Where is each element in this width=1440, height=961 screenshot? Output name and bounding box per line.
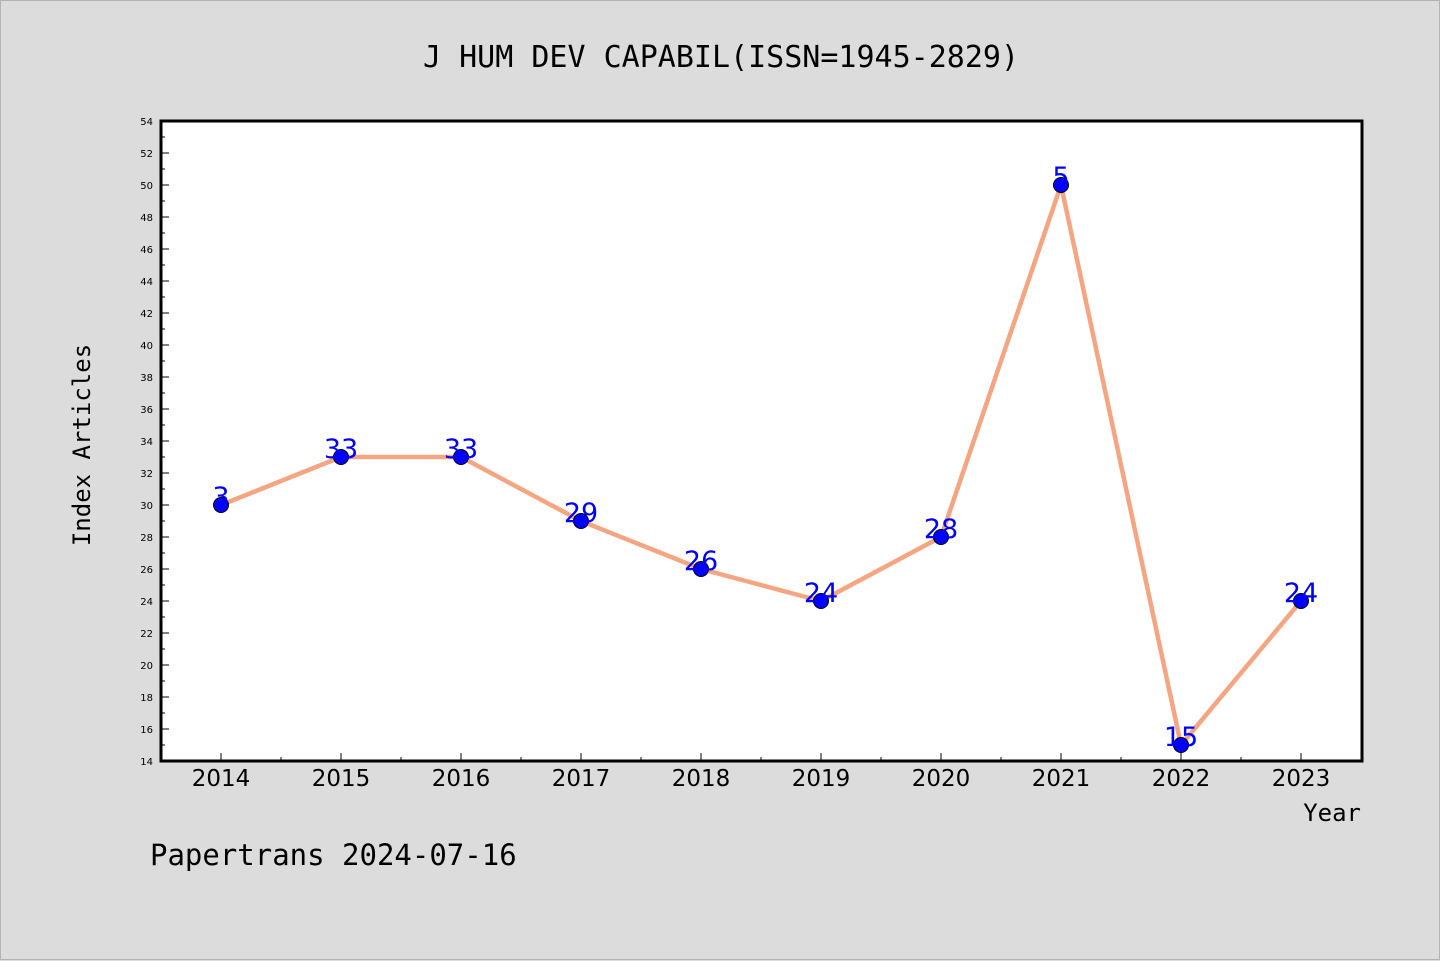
chart-title: J HUM DEV CAPABIL(ISSN=1945-2829) xyxy=(423,40,1019,75)
y-tick-label: 46 xyxy=(140,245,153,256)
x-tick-label: 2021 xyxy=(1032,766,1091,792)
y-tick-label: 18 xyxy=(140,693,153,704)
footer-credit: Papertrans 2024-07-16 xyxy=(150,838,517,872)
series-line xyxy=(220,182,1303,748)
data-point xyxy=(573,513,589,529)
data-point xyxy=(1173,737,1189,753)
x-tick-label: 2016 xyxy=(432,766,491,792)
data-label: 3 xyxy=(212,482,229,513)
data-point xyxy=(213,497,229,513)
data-label: 15 xyxy=(1164,722,1198,753)
y-tick-label: 48 xyxy=(140,213,153,224)
y-tick-label: 20 xyxy=(140,661,153,672)
x-tick-label: 2017 xyxy=(552,766,611,792)
x-tick-label: 2018 xyxy=(672,766,731,792)
data-label: 29 xyxy=(564,498,598,529)
y-tick-label: 52 xyxy=(140,149,153,160)
y-tick-label: 28 xyxy=(140,533,153,544)
y-axis-label: Index Articles xyxy=(68,344,96,546)
y-tick-label: 14 xyxy=(140,757,153,768)
y-tick-label: 36 xyxy=(140,405,153,416)
data-point xyxy=(453,449,469,465)
series-markers xyxy=(213,177,1309,753)
data-point xyxy=(693,561,709,577)
y-tick-label: 24 xyxy=(140,597,153,608)
data-label: 24 xyxy=(804,578,838,609)
x-tick-label: 2020 xyxy=(912,766,971,792)
y-tick-label: 16 xyxy=(140,725,153,736)
x-axis: 2014 2015 2016 2017 2018 2019 2020 2021 2022 2023 xyxy=(192,753,1331,792)
x-tick-label: 2015 xyxy=(312,766,371,792)
y-tick-label: 54 xyxy=(140,117,153,128)
y-tick-label: 34 xyxy=(140,437,153,448)
data-label: 33 xyxy=(324,434,358,465)
data-label: 28 xyxy=(924,514,958,545)
y-tick-label: 26 xyxy=(140,565,153,576)
data-label: 33 xyxy=(444,434,478,465)
y-tick-label: 44 xyxy=(140,277,153,288)
y-tick-label: 42 xyxy=(140,309,153,320)
data-label: 26 xyxy=(684,546,718,577)
data-point xyxy=(1293,593,1309,609)
x-tick-label: 2019 xyxy=(792,766,851,792)
y-tick-label: 50 xyxy=(140,181,153,192)
data-point xyxy=(933,529,949,545)
y-tick-label: 38 xyxy=(140,373,153,384)
y-tick-label: 22 xyxy=(140,629,153,640)
x-tick-label: 2023 xyxy=(1272,766,1331,792)
data-label: 24 xyxy=(1284,578,1318,609)
y-axis: 14 16 18 20 22 24 26 28 30 32 34 36 38 40 42 44 46 48 50 52… xyxy=(140,117,169,768)
data-label: 5 xyxy=(1052,162,1069,193)
y-tick-label: 30 xyxy=(140,501,153,512)
x-tick-label: 2014 xyxy=(192,766,251,792)
data-point xyxy=(813,593,829,609)
x-tick-label: 2022 xyxy=(1152,766,1211,792)
data-point xyxy=(333,449,349,465)
y-tick-label: 40 xyxy=(140,341,153,352)
y-tick-label: 32 xyxy=(140,469,153,480)
data-point xyxy=(1053,177,1069,193)
x-axis-label: Year xyxy=(1303,799,1361,827)
